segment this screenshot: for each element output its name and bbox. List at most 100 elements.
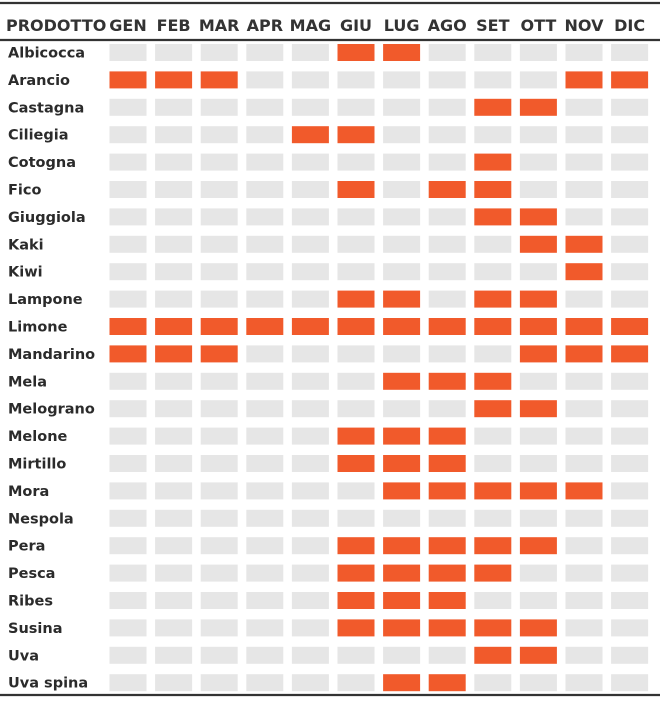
cell-inactive [155,564,193,582]
cell-inactive [291,98,329,116]
cells [109,44,649,692]
cell-inactive [155,181,193,198]
cell-active [337,592,375,609]
cell-active [109,71,147,89]
cell-active [428,674,466,692]
cell-inactive [291,455,329,472]
cell-active [200,71,238,89]
cell-active [519,345,557,363]
cell-inactive [519,592,557,609]
cell-inactive [200,537,238,555]
cell-active [519,646,557,664]
cell-inactive [611,646,649,664]
cell-inactive [611,427,649,445]
cell-inactive [474,509,512,527]
cell-inactive [337,208,375,226]
cell-inactive [109,592,147,609]
row-label: Ribes [8,594,53,610]
cell-active [109,345,147,363]
cell-inactive [200,455,238,472]
cell-inactive [565,619,603,637]
cell-inactive [200,482,238,500]
cell-active [383,619,421,637]
cell-active [611,345,649,363]
cell-inactive [383,153,421,171]
cell-inactive [109,126,147,144]
cell-active [565,71,603,89]
month-header-dic: DIC [614,16,645,35]
month-header-ago: AGO [428,16,467,35]
cell-inactive [428,153,466,171]
cell-inactive [246,619,284,637]
month-header-lug: LUG [384,16,420,35]
cell-active [474,564,512,582]
cell-inactive [155,290,193,308]
cell-inactive [428,235,466,253]
cell-inactive [611,98,649,116]
row-label: Pesca [8,566,55,582]
cell-inactive [383,400,421,418]
cell-inactive [611,181,649,198]
cell-inactive [200,674,238,692]
cell-inactive [109,427,147,445]
cell-active [474,372,512,390]
cell-active [474,537,512,555]
cell-inactive [519,509,557,527]
cell-inactive [109,153,147,171]
cell-inactive [519,153,557,171]
cell-inactive [519,44,557,61]
cell-inactive [383,71,421,89]
cell-inactive [337,98,375,116]
cell-active [428,372,466,390]
cell-inactive [474,235,512,253]
cell-inactive [565,537,603,555]
cell-inactive [611,263,649,281]
cell-inactive [109,181,147,198]
cell-inactive [383,509,421,527]
month-header-mag: MAG [290,16,331,35]
cell-inactive [383,646,421,664]
cell-inactive [246,235,284,253]
cell-inactive [200,44,238,61]
cell-inactive [109,482,147,500]
cell-inactive [428,290,466,308]
row-label: Albicocca [8,46,85,62]
cell-inactive [565,592,603,609]
cell-active [428,537,466,555]
cell-inactive [519,427,557,445]
cell-active [383,482,421,500]
cell-inactive [383,345,421,363]
cell-inactive [155,400,193,418]
cell-inactive [611,455,649,472]
cell-inactive [291,290,329,308]
cell-inactive [109,619,147,637]
cell-inactive [611,674,649,692]
cell-inactive [611,537,649,555]
cell-inactive [291,564,329,582]
cell-active [383,564,421,582]
cell-inactive [565,400,603,418]
cell-inactive [565,290,603,308]
cell-active [428,592,466,609]
row-label: Susina [8,621,62,637]
cell-inactive [155,235,193,253]
cell-active [565,235,603,253]
cell-inactive [337,372,375,390]
cell-active [428,427,466,445]
cell-active [383,427,421,445]
cell-active [383,372,421,390]
row-label: Lampone [8,292,83,308]
cell-inactive [155,98,193,116]
cell-active [383,592,421,609]
cell-inactive [246,674,284,692]
month-header-gen: GEN [109,16,146,35]
cell-active [565,318,603,335]
row-label: Kaki [8,237,44,253]
cell-active [337,455,375,472]
row-label: Melograno [8,402,95,418]
cell-inactive [246,482,284,500]
cell-inactive [519,372,557,390]
row-label: Melone [8,429,68,445]
cell-inactive [337,235,375,253]
